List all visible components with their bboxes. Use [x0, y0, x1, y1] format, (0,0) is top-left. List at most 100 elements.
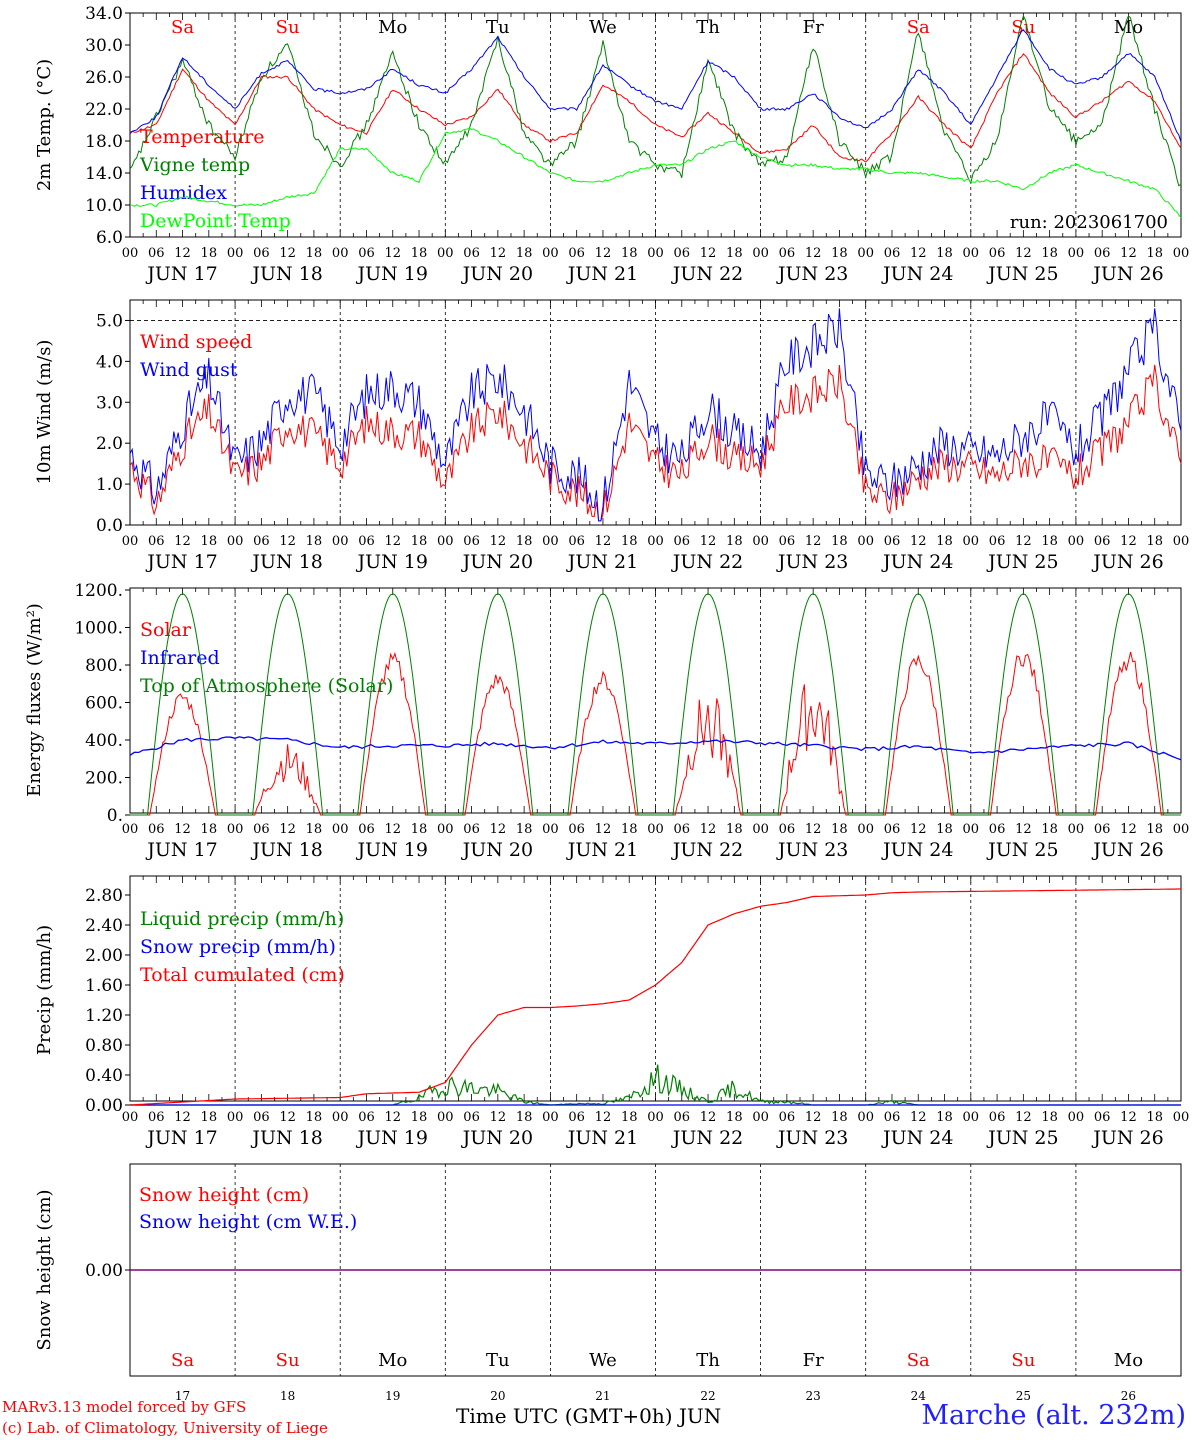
hour-tick-label: 00 [332, 534, 349, 549]
hour-tick-label: 12 [490, 1110, 507, 1125]
hour-tick-label: 06 [779, 822, 796, 837]
hour-tick-label: 18 [1041, 822, 1058, 837]
hour-tick-label: 06 [674, 822, 691, 837]
legend-humidex: Humidex [140, 182, 227, 204]
hour-tick-label: 00 [857, 1110, 874, 1125]
hour-tick-label: 00 [542, 534, 559, 549]
legend-snow-precip-mm-h-: Snow precip (mm/h) [140, 936, 336, 958]
hour-tick-label: 12 [910, 1110, 927, 1125]
weekday-label: Fr [803, 17, 824, 38]
weekday-label: Tu [486, 17, 510, 38]
hour-tick-label: 00 [963, 1110, 980, 1125]
day-label: JUN 23 [776, 839, 848, 861]
day-number: 17 [175, 1389, 190, 1403]
day-label: JUN 24 [881, 263, 953, 285]
hour-tick-label: 18 [306, 1110, 323, 1125]
weekday-label: Mo [378, 17, 407, 38]
hour-tick-label: 06 [674, 1110, 691, 1125]
day-label: JUN 18 [250, 839, 322, 861]
hour-tick-label: 00 [963, 534, 980, 549]
legend-snow-height-cm-: Snow height (cm) [139, 1184, 309, 1206]
hour-tick-label: 00 [1173, 246, 1190, 261]
hour-tick-label: 18 [1146, 246, 1163, 261]
panel-temp: 00 06 12 18 00 06 12 18 00 06 12 18 00 06 12 18 00 06 12 18… [34, 4, 1189, 285]
weekday-label: Tu [486, 1350, 510, 1371]
hour-tick-label: 00 [647, 246, 664, 261]
hour-tick-label: 06 [884, 1110, 901, 1125]
hour-tick-label: 06 [463, 822, 480, 837]
day-label: JUN 19 [356, 839, 428, 861]
y-tick-label: 18.0 [85, 132, 123, 152]
hour-tick-label: 18 [411, 1110, 428, 1125]
hour-tick-label: 00 [1173, 822, 1190, 837]
weekday-label: Sa [171, 17, 194, 38]
hour-tick-label: 12 [700, 246, 717, 261]
legend-dewpoint-temp: DewPoint Temp [140, 210, 291, 232]
y-tick-label: 800. [85, 656, 123, 676]
hour-tick-label: 18 [1041, 1110, 1058, 1125]
y-tick-label: 200. [85, 769, 123, 789]
y-tick-label: 0. [107, 806, 123, 826]
hour-tick-label: 06 [253, 534, 270, 549]
day-label: JUN 17 [145, 839, 217, 861]
hour-tick-label: 00 [752, 246, 769, 261]
hour-tick-label: 12 [1015, 534, 1032, 549]
weekday-label: Sa [907, 17, 930, 38]
panel-snow: 0.00 Snow height (cm) Snow height (cm W.E.… [34, 1163, 1182, 1403]
legend-solar: Solar [140, 619, 192, 641]
weekday-label: Th [696, 17, 720, 38]
x-axis-title-text: Time UTC (GMT+0h) [456, 1404, 673, 1428]
hour-tick-label: 12 [805, 246, 822, 261]
hour-tick-label: 18 [411, 534, 428, 549]
day-number: 21 [595, 1389, 610, 1403]
hour-tick-label: 18 [1146, 822, 1163, 837]
hour-tick-label: 18 [936, 822, 953, 837]
hour-tick-label: 06 [674, 246, 691, 261]
y-axis-label: Energy fluxes (W/m²) [24, 603, 45, 797]
hour-tick-label: 18 [1041, 246, 1058, 261]
hour-tick-label: 12 [384, 534, 401, 549]
y-tick-label: 10.0 [85, 196, 123, 216]
hour-tick-label: 06 [989, 822, 1006, 837]
hour-tick-label: 00 [857, 822, 874, 837]
hour-tick-label: 12 [1015, 1110, 1032, 1125]
day-label: JUN 25 [986, 1127, 1058, 1149]
hour-tick-label: 12 [1015, 822, 1032, 837]
hour-tick-label: 12 [384, 246, 401, 261]
hour-tick-label: 18 [516, 246, 533, 261]
hour-tick-label: 18 [1146, 534, 1163, 549]
day-label: JUN 25 [986, 551, 1058, 573]
weekday-label: Fr [803, 1350, 824, 1371]
hour-tick-label: 06 [674, 534, 691, 549]
hour-tick-label: 18 [516, 822, 533, 837]
plot-frame [129, 587, 1182, 814]
hour-tick-label: 18 [306, 822, 323, 837]
hour-tick-label: 00 [1068, 1110, 1085, 1125]
hour-tick-label: 00 [1173, 1110, 1190, 1125]
day-label: JUN 20 [461, 839, 533, 861]
series-line-wind-speed [129, 364, 1182, 522]
y-tick-label: 14.0 [85, 164, 123, 184]
day-label: JUN 24 [881, 551, 953, 573]
y-tick-label: 1.60 [85, 976, 123, 996]
day-number: 23 [806, 1389, 821, 1403]
weekday-label: Su [276, 17, 300, 38]
y-tick-label: 0.40 [85, 1066, 123, 1086]
hour-tick-label: 00 [857, 534, 874, 549]
hour-tick-label: 06 [358, 822, 375, 837]
plot-frame [129, 12, 1182, 238]
weekday-label: Sa [171, 1350, 194, 1371]
hour-tick-label: 00 [1173, 534, 1190, 549]
credit-note: (c) Lab. of Climatology, University of L… [2, 1419, 328, 1437]
hour-tick-label: 06 [884, 534, 901, 549]
hour-tick-label: 18 [411, 822, 428, 837]
y-axis-label: 10m Wind (m/s) [34, 340, 55, 485]
hour-tick-label: 06 [568, 1110, 585, 1125]
legend-wind-speed: Wind speed [140, 331, 252, 353]
hour-tick-label: 18 [1146, 1110, 1163, 1125]
hour-tick-label: 00 [647, 1110, 664, 1125]
series-line-vigne-temp [129, 14, 1182, 187]
day-label: JUN 20 [461, 263, 533, 285]
day-label: JUN 23 [776, 263, 848, 285]
hour-tick-label: 18 [201, 822, 218, 837]
